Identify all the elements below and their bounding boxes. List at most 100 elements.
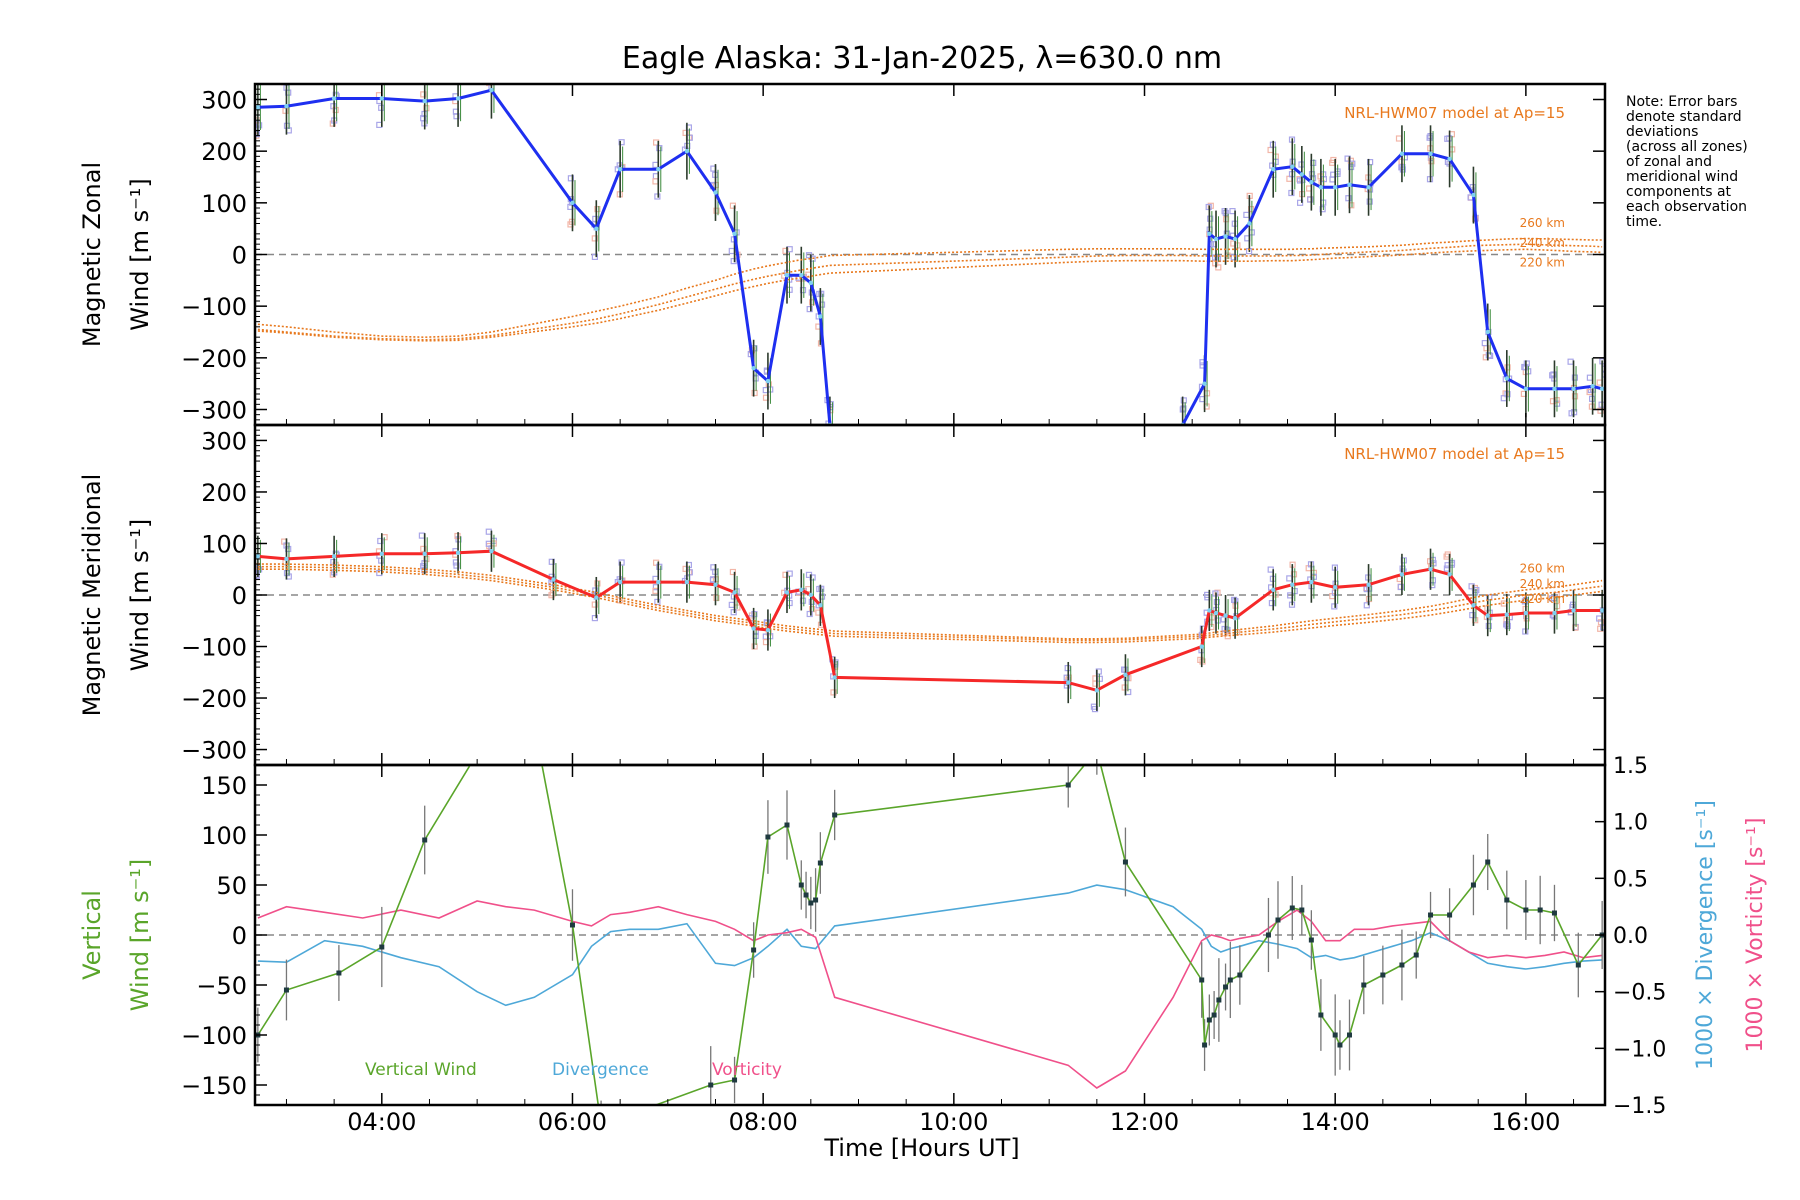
sample-point <box>423 105 430 112</box>
wind-point <box>1232 236 1238 242</box>
wind-point <box>1123 480 1127 484</box>
sample-point <box>378 78 383 83</box>
sample-point <box>1521 363 1528 371</box>
sample-point <box>1066 478 1071 483</box>
sample-point <box>1288 189 1295 197</box>
wind-point <box>808 592 814 598</box>
model-label: NRL-HWM07 model at Ap=15 <box>1344 104 1565 122</box>
vertical-wind-point <box>1399 962 1405 968</box>
wind-point <box>1471 603 1476 608</box>
wind-point <box>1094 688 1100 693</box>
wind-point <box>594 226 599 231</box>
model-curve-2 <box>257 243 1603 341</box>
vertical-panel: Vertical Wind Divergence Vorticity −1.5 −1.0… <box>78 673 1768 1119</box>
sample-point <box>591 235 598 242</box>
sample-point <box>418 532 425 539</box>
sample-point <box>456 78 461 83</box>
altitude-label: 260 km <box>1520 562 1565 576</box>
wind-point <box>1447 572 1452 577</box>
sample-point <box>713 594 720 602</box>
wind-point <box>455 96 461 101</box>
sample-point <box>730 258 737 265</box>
note-line: time. <box>1626 214 1663 230</box>
wind-point <box>1202 381 1207 386</box>
y-tick-label: −100 <box>181 1022 247 1050</box>
sample-point <box>591 253 599 260</box>
sample-point <box>1097 474 1102 479</box>
wind-point <box>422 551 427 556</box>
sample-point <box>1586 374 1594 381</box>
meridional-wind-line <box>257 549 1603 692</box>
y-tick-label: 300 <box>201 87 247 115</box>
y2-axis-title: 1000 × Vorticity [s⁻¹] <box>1743 818 1768 1053</box>
vertical-wind-point <box>1202 1042 1208 1048</box>
sample-point <box>1123 472 1128 477</box>
wind-point <box>1590 384 1595 389</box>
sample-point <box>782 571 789 578</box>
y2-tick-label: −0.5 <box>1613 981 1666 1006</box>
vertical-wind-point <box>808 900 814 906</box>
sample-point <box>1066 481 1071 486</box>
vertical-wind-point <box>1199 977 1205 983</box>
wind-point <box>1347 182 1352 187</box>
wind-point <box>765 627 771 633</box>
wind-point <box>713 582 718 587</box>
sample-point <box>1126 484 1131 489</box>
wind-point <box>1213 236 1219 242</box>
sample-point <box>282 107 289 114</box>
wind-point <box>1223 613 1228 618</box>
wind-point <box>1290 582 1295 587</box>
wind-point <box>1290 164 1295 169</box>
wind-point <box>489 549 494 554</box>
sample-point <box>420 545 427 553</box>
y-tick-label: −150 <box>181 1072 247 1100</box>
model-curve-1 <box>257 237 1603 339</box>
wind-point <box>765 378 771 384</box>
note-line: Note: Error bars <box>1626 94 1738 110</box>
vertical-wind-point <box>1265 932 1271 938</box>
sample-point <box>591 601 598 608</box>
vertical-wind-point <box>832 812 838 818</box>
y2-tick-label: −1.5 <box>1613 1094 1666 1119</box>
legend-label: Vertical Wind <box>365 1060 477 1080</box>
y-tick-label: 300 <box>201 427 247 455</box>
model-curve-3 <box>257 248 1603 342</box>
x-tick-label: 04:00 <box>347 1108 416 1136</box>
sample-point <box>1481 340 1488 347</box>
sample-point <box>423 555 430 563</box>
sample-point <box>1521 598 1529 605</box>
sample-point <box>1180 397 1187 404</box>
wind-point <box>1309 179 1314 185</box>
vertical-wind-point <box>522 673 527 678</box>
legend-label: Vorticity <box>712 1060 782 1080</box>
vertical-wind-point <box>1318 1012 1324 1018</box>
sample-point <box>654 193 661 200</box>
wind-point <box>751 365 756 371</box>
sample-point <box>729 568 737 576</box>
wind-point <box>1247 221 1252 226</box>
wind-point <box>1223 234 1228 239</box>
vertical-wind-point <box>336 970 342 976</box>
y-tick-label: −200 <box>181 345 247 373</box>
vertical-wind-point <box>1447 912 1453 918</box>
sample-point <box>1309 175 1317 182</box>
sample-point <box>419 74 424 79</box>
sample-point <box>618 139 625 146</box>
wind-point <box>832 675 837 680</box>
wind-point <box>1271 167 1276 172</box>
wind-point <box>1123 672 1128 678</box>
wind-point <box>818 314 823 319</box>
sample-point <box>1063 674 1070 681</box>
legend-label: Divergence <box>552 1060 649 1080</box>
sample-point <box>830 689 837 696</box>
x-axis-title: Time [Hours UT] <box>823 1134 1019 1162</box>
y-tick-label: 100 <box>201 190 247 218</box>
wind-point <box>808 280 814 286</box>
note-line: components at <box>1626 184 1732 200</box>
sample-point <box>1122 497 1127 502</box>
note-line: of zonal and <box>1626 154 1712 170</box>
wind-point <box>1332 185 1338 190</box>
vertical-wind-point <box>1065 782 1071 788</box>
wind-point <box>784 590 790 595</box>
wind-point <box>594 595 599 600</box>
